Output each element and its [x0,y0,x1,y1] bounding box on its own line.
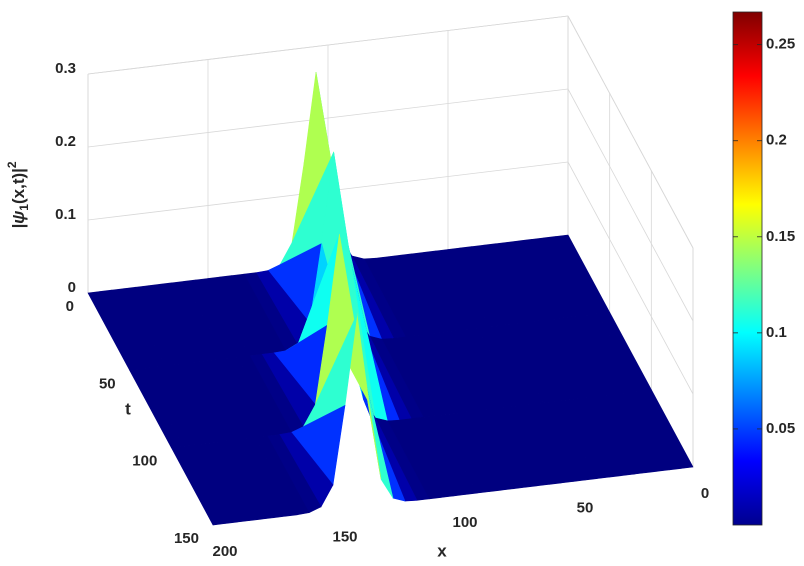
t-axis-label: t [125,399,131,418]
x-tick-label: 100 [452,514,477,531]
x-tick-label: 0 [701,485,709,502]
z-label-sup: 2 [5,161,19,168]
colorbar-tick-label: 0.05 [766,420,795,437]
colorbar [732,11,763,526]
y-tick-label: 0 [66,298,74,315]
colorbar-tick-label: 0.15 [766,228,795,245]
z-tick-label: 0.2 [55,133,76,150]
grid-line [87,88,569,148]
y-tick-label: 100 [132,453,157,470]
grid-line [567,161,694,395]
x-tick-label: 200 [212,543,237,560]
z-label-part: |ψ [9,211,28,229]
grid-line [567,88,694,322]
surface-patch [170,445,226,526]
z-tick-label: 0 [68,279,76,296]
grid-line [567,15,694,249]
colorbar-tick-label: 0.25 [766,36,795,53]
z-axis-label: |ψ1(x,t)|2 [5,161,31,229]
y-tick-label: 50 [99,375,116,392]
y-tick-label: 150 [174,530,199,547]
x-axis-label: x [437,541,447,560]
surface [87,71,694,526]
z-label-sub: 1 [17,204,31,211]
colorbar-tick-label: 0.1 [766,324,787,341]
axis-labels: 0 50 100 150 200 0 50 100 150 0 0.1 0.2 0.3 [55,60,709,560]
x-tick-label: 50 [577,499,594,516]
grid-line [87,15,569,75]
z-label-part: (x,t)| [9,168,28,204]
colorbar-tick-label: 0.2 [766,132,787,149]
x-tick-label: 150 [332,528,357,545]
z-tick-label: 0.1 [55,206,76,223]
z-tick-label: 0.3 [55,60,76,77]
